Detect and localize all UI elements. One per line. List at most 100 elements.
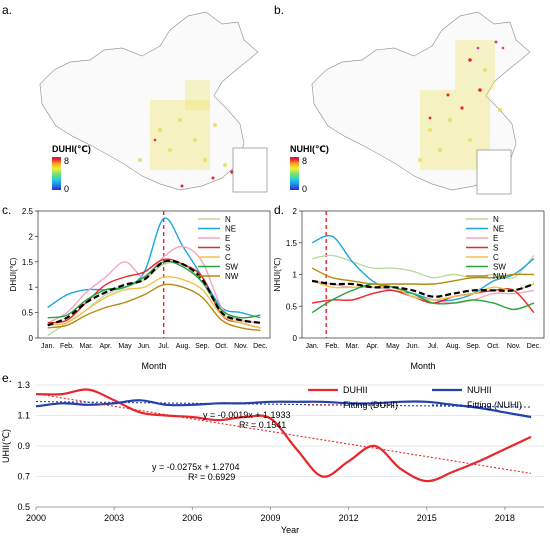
chart-c-xtick-label: Jul. [158,343,169,350]
chart-c-frame [37,210,271,339]
urban-heat-dots-b [418,40,502,170]
chart-e-xtick-label: 2003 [104,513,124,523]
urban-heat-dots-a [138,80,227,170]
chart-d-legend-label: SW [493,263,506,272]
chart-c-xtick-label: Aug. [176,343,190,350]
chart-d-xtick-label: Jan. [305,343,318,350]
panel-c-label: c. [2,203,11,217]
chart-e-series-nuhii [35,399,532,419]
chart-d-xtick-label: Aug. [446,343,460,350]
chart-d-ylabel: NHUI(℃) [273,257,282,291]
chart-c-legend-label: S [225,244,230,253]
chart-e-ytick-label: 1.1 [17,411,30,421]
chart-e-series-duhii [35,388,532,483]
chart-d-legend-label: S [493,244,498,253]
chart-d-series-s [311,287,535,314]
chart-c-xtick-label: Sep. [195,343,209,350]
legend-a: DUHI(℃) 8 0 [52,144,91,194]
chart-e-xtick-label: 2012 [339,513,359,523]
legend-b-min: 0 [302,184,307,194]
legend-b-title: NUHI(℃) [290,144,329,154]
chart-c-series-sw [47,260,261,319]
chart-e-xtick-label: 2015 [417,513,437,523]
legend-a-colorbar [52,157,61,190]
chart-d-xtick-label: Apr. [366,343,379,350]
chart-d-xtick-label: Jun. [406,343,419,350]
chart-c-ytick-label: 1.5 [22,258,34,267]
chart-e-xtick-label: 2006 [182,513,202,523]
chart-e-r-squared: R² = 0.6929 [188,472,235,482]
panel-b-label: b. [274,3,284,17]
chart-e-fitting-duhi [35,393,532,474]
chart-e-xtick-label: 2009 [260,513,280,523]
chart-e-xtick-label: 2000 [26,513,46,523]
chart-d-ytick-label: 0 [293,334,298,343]
chart-d-ytick-label: 1.5 [286,239,298,248]
chart-c-xtick-label: Nov. [234,343,248,350]
chart-e-equation: y = -0.0019x + 1.1933 [203,410,291,420]
chart-c-xtick-label: Apr. [99,343,112,350]
legend-a-title: DUHI(℃) [52,144,91,154]
chart-d-legend-label: N [493,215,499,224]
chart-c-ytick-label: 2 [29,232,34,241]
chart-e-xlabel: Year [281,525,299,535]
south-sea-inset-b [476,149,512,195]
chart-c-legend-label: NE [225,225,236,234]
chart-d-xtick-label: Sep. [466,343,480,350]
chart-d-xtick-label: Mar. [346,343,360,350]
chart-c: 0 0.5 1 1.5 2 2.5 Jan. Feb. Mar. Apr. May Jun. Jul. A… [9,207,271,371]
legend-a-max: 8 [64,156,69,166]
chart-d-xtick-label: Dec. [527,343,541,350]
china-map-b [311,11,531,191]
hotspots-b [428,58,482,120]
chart-d: 0 0.5 1 1.5 2 Jan. Feb. Mar. Apr. May Jun. Jul. Aug.… [273,207,545,371]
chart-d-xtick-label: Oct. [487,343,500,350]
chart-d-ytick-label: 1 [293,271,298,280]
chart-c-xtick-label: Jun. [138,343,151,350]
chart-e-equation: y = -0.0275x + 1.2704 [152,462,240,472]
chart-e-xtick-label: 2018 [495,513,515,523]
legend-b-max: 8 [302,156,307,166]
chart-d-xtick-label: Jul. [428,343,439,350]
chart-d-series-mean [311,279,535,298]
chart-e-ytick-label: 0.5 [17,502,30,512]
legend-a-min: 0 [64,184,69,194]
legend-b: NUHI(℃) 8 0 [290,144,329,194]
chart-c-ytick-label: 1 [29,283,34,292]
chart-c-ytick-label: 2.5 [22,207,34,216]
chart-c-legend-label: SW [225,263,238,272]
legend-b-colorbar [290,157,299,190]
chart-c-ylabel: DHUI(℃) [9,257,18,291]
chart-d-series-nw [311,267,534,285]
chart-e-ytick-label: 0.9 [17,441,30,451]
chart-c-xtick-label: Mar. [80,343,94,350]
chart-e-legend-label: Fitting (NUHI) [467,400,522,410]
chart-d-xtick-label: Feb. [325,343,339,350]
chart-d-legend-label: NW [493,272,507,281]
chart-c-xtick-label: Dec. [253,343,267,350]
panel-a-label: a. [2,3,12,17]
chart-e-ytick-label: 1.3 [17,380,30,390]
chart-c-legend-label: N [225,215,231,224]
chart-c-xtick-label: May [118,343,132,350]
chart-e-legend-label: DUHII [343,385,368,395]
china-map-a [39,11,259,191]
chart-d-legend-label: C [493,253,499,262]
chart-d-series-ne [311,235,535,302]
chart-c-legend-label: C [225,253,231,262]
chart-d-legend-label: NE [493,225,504,234]
chart-e-legend-label: NUHII [467,385,492,395]
chart-c-series-mean [47,259,261,327]
chart-c-ytick-label: 0 [29,334,34,343]
chart-e-legend-label: Fitting (DUHI) [343,400,398,410]
chart-c-legend-label: NW [225,272,239,281]
hotspots-b-magenta [476,40,505,50]
chart-d-xtick-label: Nov. [507,343,521,350]
chart-d-ytick-label: 0.5 [286,302,298,311]
south-sea-inset-a [232,147,268,193]
chart-d-legend-label: E [493,234,498,243]
chart-e-ylabel: UHII(℃) [1,429,11,463]
chart-d-series-sw [311,283,535,314]
chart-c-xtick-label: Feb. [60,343,74,350]
